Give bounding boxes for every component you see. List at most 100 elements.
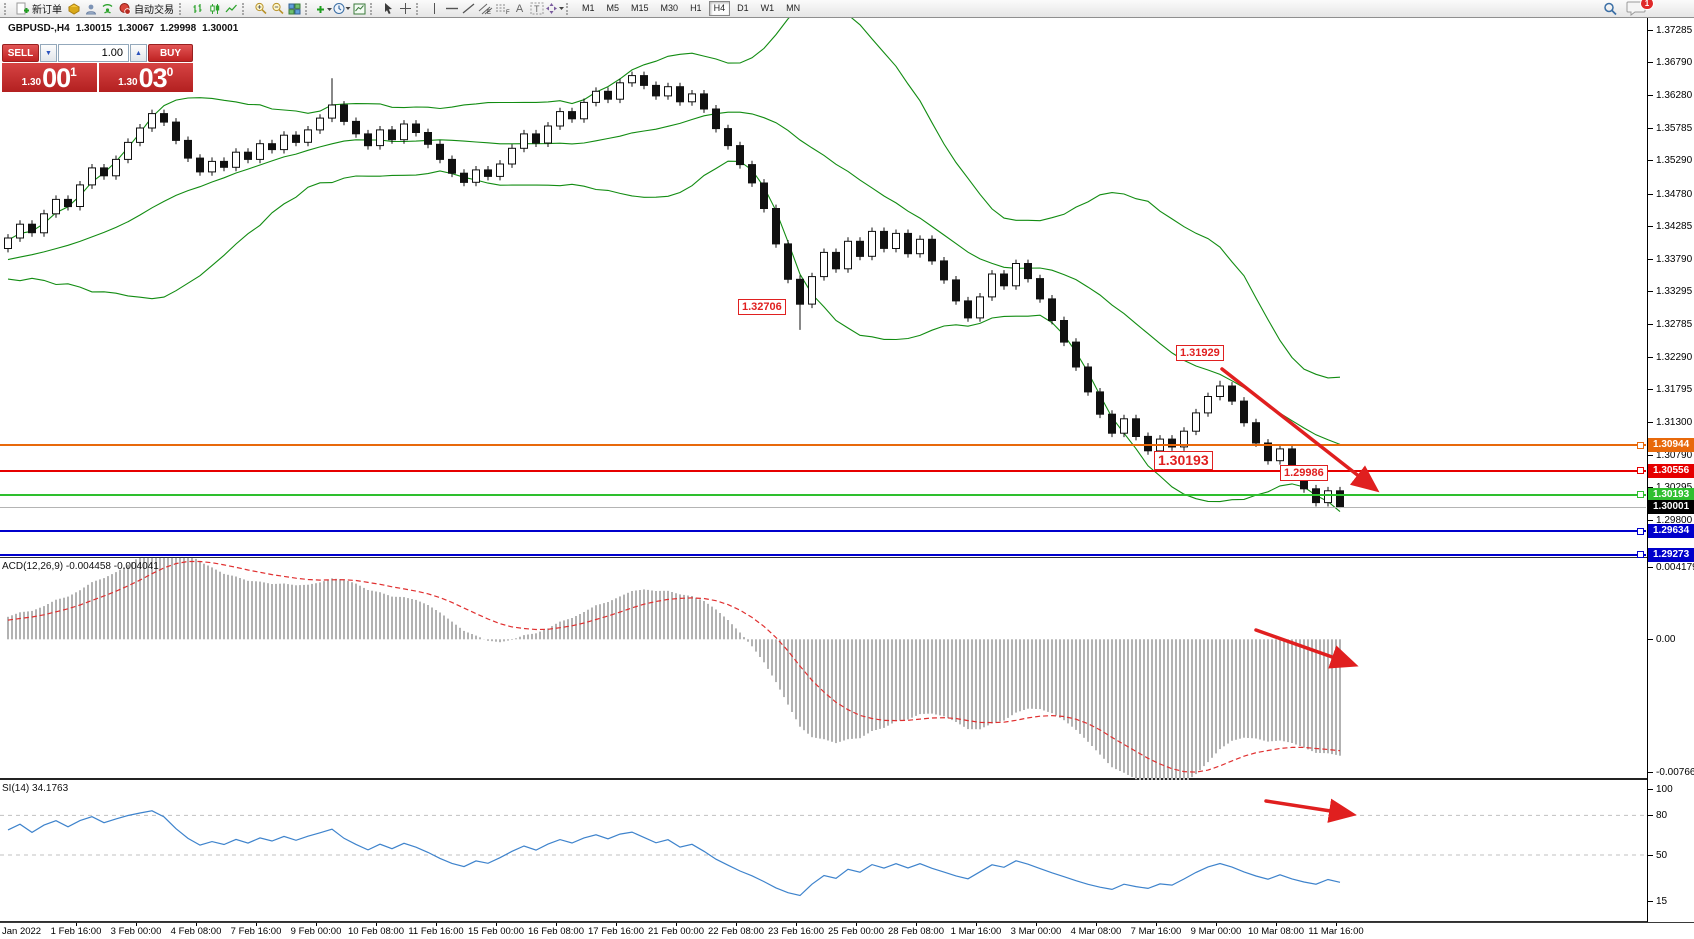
trend-arrow-rsi[interactable] bbox=[1264, 798, 1357, 823]
time-tick bbox=[316, 923, 317, 926]
volume-decrease-button[interactable]: ▼ bbox=[40, 44, 57, 62]
chart-window: GBPUSD-,H4 1.30015 1.30067 1.29998 1.30001 S… bbox=[0, 18, 1694, 939]
tab-timeframe-MN[interactable]: MN bbox=[786, 3, 801, 13]
macd-indicator-pane[interactable]: ACD(12,26,9) -0.004458 -0.004041 bbox=[0, 558, 1647, 780]
price-badge-1.30556: 1.30556 bbox=[1648, 463, 1694, 478]
macd-canvas bbox=[7, 558, 1359, 780]
horizontal-line-1.30556[interactable] bbox=[0, 469, 1646, 472]
line-handle-1.29634[interactable] bbox=[1637, 527, 1644, 535]
new-order-label[interactable]: 新订单 bbox=[32, 5, 62, 16]
time-tick bbox=[436, 923, 437, 926]
text-label-tool-icon[interactable]: T bbox=[528, 1, 545, 16]
market-depth-icon[interactable] bbox=[65, 1, 82, 16]
toolbar-grip[interactable] bbox=[242, 2, 248, 15]
tab-timeframe-M1[interactable]: M1 bbox=[582, 3, 595, 13]
horizontal-line-1.30193[interactable] bbox=[0, 493, 1646, 496]
line-handle-1.30944[interactable] bbox=[1637, 441, 1644, 449]
fibonacci-tool-icon[interactable]: F bbox=[494, 1, 511, 16]
price-annotation-1.29986[interactable]: 1.29986 bbox=[1280, 465, 1328, 481]
price-tick: 1.33790 bbox=[1648, 254, 1692, 265]
search-icon[interactable] bbox=[1601, 1, 1618, 16]
macd-tick: -0.007666 bbox=[1648, 767, 1694, 778]
tab-timeframe-M15[interactable]: M15 bbox=[631, 3, 649, 13]
text-tool-icon[interactable]: A bbox=[515, 2, 524, 15]
price-annotation-1.31929[interactable]: 1.31929 bbox=[1176, 345, 1224, 361]
time-label: 28 Feb 08:00 bbox=[888, 926, 944, 937]
macd-label: ACD(12,26,9) -0.004458 -0.004041 bbox=[2, 561, 159, 572]
current-price-line[interactable] bbox=[0, 506, 1646, 508]
horizontal-line-tool-icon[interactable] bbox=[443, 1, 460, 16]
time-tick bbox=[1336, 923, 1337, 926]
arrows-tool-icon[interactable] bbox=[545, 1, 564, 16]
time-label: 3 Feb 00:00 bbox=[110, 926, 162, 937]
rsi-indicator-pane[interactable]: SI(14) 34.1763 bbox=[0, 780, 1647, 922]
tab-timeframe-H1[interactable]: H1 bbox=[690, 3, 702, 13]
ask-price-panel[interactable]: 1.30 03 0 bbox=[98, 63, 193, 92]
candlestick-mode-icon[interactable] bbox=[206, 1, 223, 16]
sell-button[interactable]: SELL bbox=[2, 44, 39, 62]
horizontal-line-1.29634[interactable] bbox=[0, 530, 1646, 533]
volume-increase-button[interactable]: ▲ bbox=[130, 44, 147, 62]
time-label: 9 Mar 00:00 bbox=[1190, 926, 1242, 937]
crosshair-icon[interactable] bbox=[397, 1, 414, 16]
bar-chart-mode-icon[interactable] bbox=[189, 1, 206, 16]
price-tick: 1.34285 bbox=[1648, 221, 1692, 232]
time-axis[interactable]: Jan 2022 1 Feb 16:00 3 Feb 00:00 4 Feb 08:0… bbox=[0, 922, 1694, 939]
profile-icon[interactable] bbox=[82, 1, 99, 16]
tab-timeframe-M30[interactable]: M30 bbox=[660, 3, 679, 13]
new-order-icon[interactable] bbox=[14, 1, 31, 16]
periods-clock-icon[interactable] bbox=[333, 1, 351, 16]
time-tick bbox=[256, 923, 257, 926]
tab-timeframe-H4[interactable]: H4 bbox=[708, 1, 731, 16]
tile-windows-icon[interactable] bbox=[286, 1, 303, 16]
autotrading-label[interactable]: 自动交易 bbox=[134, 5, 174, 16]
vertical-line-tool-icon[interactable] bbox=[426, 1, 443, 16]
rsi-tick: 15 bbox=[1648, 896, 1667, 907]
autotrading-icon[interactable] bbox=[116, 1, 133, 16]
price-tick: 1.37285 bbox=[1648, 25, 1692, 36]
time-label: 11 Feb 16:00 bbox=[408, 926, 464, 937]
zoom-out-icon[interactable] bbox=[269, 1, 286, 16]
line-handle-1.29273[interactable] bbox=[1637, 551, 1644, 559]
chat-bubble-icon[interactable]: 1 bbox=[1626, 0, 1654, 16]
toolbar-grip[interactable] bbox=[179, 2, 185, 15]
trendline-tool-icon[interactable] bbox=[460, 1, 477, 16]
price-tick: 1.34780 bbox=[1648, 189, 1692, 200]
price-axis[interactable]: 1.37285 1.36790 1.36280 1.35785 1.35290 1.347… bbox=[1647, 18, 1694, 922]
toolbar-grip[interactable] bbox=[370, 2, 376, 15]
main-price-pane[interactable]: GBPUSD-,H4 1.30015 1.30067 1.29998 1.30001 S… bbox=[0, 18, 1647, 559]
price-annotation-1.32706[interactable]: 1.32706 bbox=[738, 299, 786, 315]
line-handle-1.30193[interactable] bbox=[1637, 491, 1644, 498]
time-tick bbox=[496, 923, 497, 926]
buy-button[interactable]: BUY bbox=[148, 44, 193, 62]
time-tick bbox=[1276, 923, 1277, 926]
signals-icon[interactable] bbox=[99, 1, 116, 16]
ask-price-base: 1.30 bbox=[118, 77, 138, 88]
toolbar-grip[interactable] bbox=[305, 2, 311, 15]
ohlc-high: 1.30067 bbox=[117, 23, 154, 34]
equidistant-channel-tool-icon[interactable]: E bbox=[477, 1, 494, 16]
price-tick: 1.31300 bbox=[1648, 417, 1692, 428]
time-label: 1 Feb 16:00 bbox=[50, 926, 102, 937]
horizontal-line-1.30944[interactable] bbox=[0, 444, 1646, 447]
bid-price-panel[interactable]: 1.30 00 1 bbox=[2, 63, 97, 92]
tab-timeframe-D1[interactable]: D1 bbox=[737, 3, 749, 13]
tab-timeframe-W1[interactable]: W1 bbox=[760, 3, 775, 13]
cursor-icon[interactable] bbox=[380, 1, 397, 16]
toolbar-grip[interactable] bbox=[4, 2, 10, 15]
tab-timeframe-M5[interactable]: M5 bbox=[606, 3, 620, 13]
bid-price-pip: 1 bbox=[70, 65, 77, 79]
templates-icon[interactable] bbox=[351, 1, 368, 16]
volume-input[interactable]: 1.00 bbox=[58, 44, 129, 62]
horizontal-line-1.29273[interactable] bbox=[0, 553, 1646, 556]
toolbar-grip[interactable] bbox=[416, 2, 422, 15]
line-handle-1.30556[interactable] bbox=[1637, 467, 1644, 475]
time-tick bbox=[1096, 923, 1097, 926]
svg-text:E: E bbox=[487, 10, 491, 15]
line-chart-mode-icon[interactable] bbox=[223, 1, 240, 16]
zoom-in-icon[interactable] bbox=[252, 1, 269, 16]
toolbar-grip[interactable] bbox=[566, 2, 572, 15]
price-annotation-1.30193[interactable]: 1.30193 bbox=[1154, 451, 1213, 470]
trend-arrow-macd[interactable] bbox=[1254, 628, 1359, 669]
indicators-add-icon[interactable] bbox=[315, 1, 333, 16]
